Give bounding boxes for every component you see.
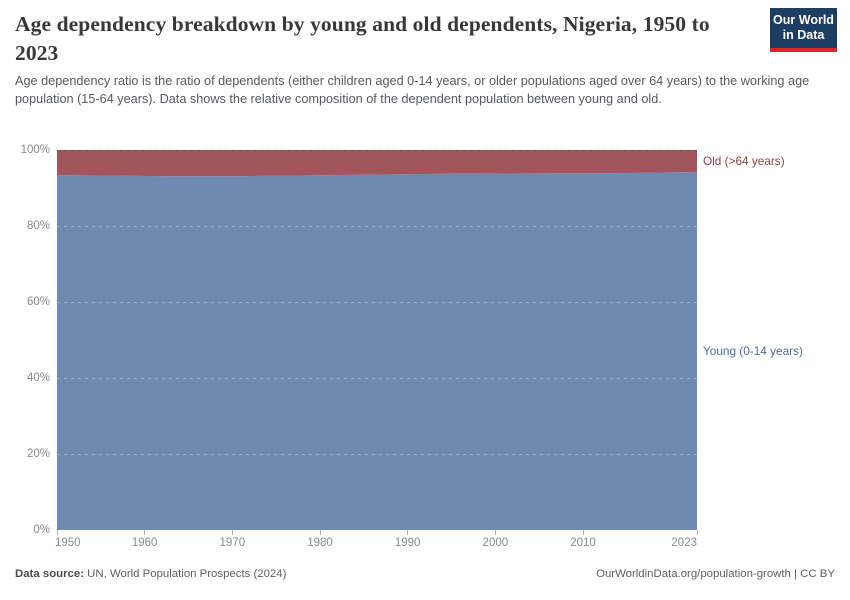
data-source-value: UN, World Population Prospects (2024) — [84, 568, 287, 580]
x-tick-mark-1980 — [319, 530, 321, 535]
x-tick-mark-2000 — [494, 530, 496, 535]
data-source-note: Data source: UN, World Population Prospe… — [15, 568, 286, 580]
owid-logo-line2: in Data — [782, 28, 825, 42]
chart-subtitle: Age dependency ratio is the ratio of dep… — [15, 74, 810, 106]
x-tick-mark-1950 — [56, 530, 58, 535]
x-tick-label-1970: 1970 — [219, 537, 246, 549]
x-tick-label-2010: 2010 — [570, 537, 596, 549]
y-tick-label-100: 100% — [20, 144, 50, 156]
x-tick-mark-2023 — [696, 530, 698, 535]
y-tick-label-20: 20% — [26, 448, 50, 460]
owid-logo-line1: Our World — [773, 13, 834, 27]
chart-title: Age dependency breakdown by young and ol… — [15, 12, 710, 65]
footer-citation-link[interactable]: OurWorldinData.org/population-growth | C… — [596, 568, 835, 580]
data-source-label: Data source: — [15, 568, 85, 580]
series-label-young-0-14-years: Young (0-14 years) — [703, 344, 803, 359]
area-old-64-years[interactable] — [57, 150, 697, 177]
area-young-0-14-years[interactable] — [57, 172, 697, 530]
x-tick-label-2000: 2000 — [482, 537, 509, 549]
x-tick-label-1980: 1980 — [307, 537, 333, 549]
x-tick-mark-1960 — [144, 530, 146, 535]
x-tick-label-1950: 1950 — [55, 537, 81, 549]
y-tick-label-60: 60% — [26, 296, 50, 308]
x-tick-mark-1970 — [231, 530, 233, 535]
y-tick-label-0: 0% — [33, 524, 50, 536]
x-tick-mark-1990 — [407, 530, 409, 535]
series-label-old-64-years: Old (>64 years) — [703, 154, 785, 169]
x-tick-label-1960: 1960 — [131, 537, 158, 549]
x-tick-label-2023: 2023 — [671, 537, 697, 549]
owid-logo[interactable]: Our World in Data — [770, 8, 837, 52]
stacked-area-plot[interactable] — [57, 150, 697, 530]
y-tick-label-80: 80% — [26, 220, 50, 232]
x-tick-mark-2010 — [582, 530, 584, 535]
x-tick-label-1990: 1990 — [394, 537, 421, 549]
y-tick-label-40: 40% — [26, 372, 50, 384]
